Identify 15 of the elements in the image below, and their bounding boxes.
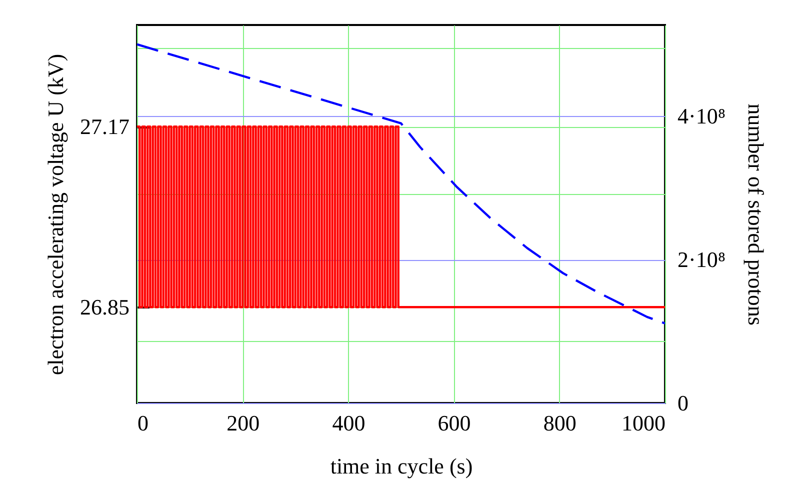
x-tick-label: 1000 (622, 410, 666, 436)
x-tick-label: 0 (138, 410, 148, 436)
y-axis-title: electron accelerating voltage U (kV) (43, 54, 68, 376)
y-tick-label: 27.17 (80, 114, 130, 140)
x-axis-title: time in cycle (s) (330, 454, 473, 478)
y2-tick-label: 0 (678, 390, 688, 416)
x-tick-label: 600 (438, 410, 471, 436)
y2-tick-label: 2·10⁸ (678, 247, 726, 272)
x-tick-label: 800 (543, 410, 576, 436)
y2-tick-label: 4·10⁸ (678, 104, 726, 129)
y2-axis-title: number of stored protons (743, 104, 768, 326)
line-series (137, 43, 665, 324)
y-tick-label: 26.85 (80, 294, 130, 320)
x-tick-label: 200 (226, 410, 260, 436)
x-tick-label: 400 (332, 410, 366, 436)
